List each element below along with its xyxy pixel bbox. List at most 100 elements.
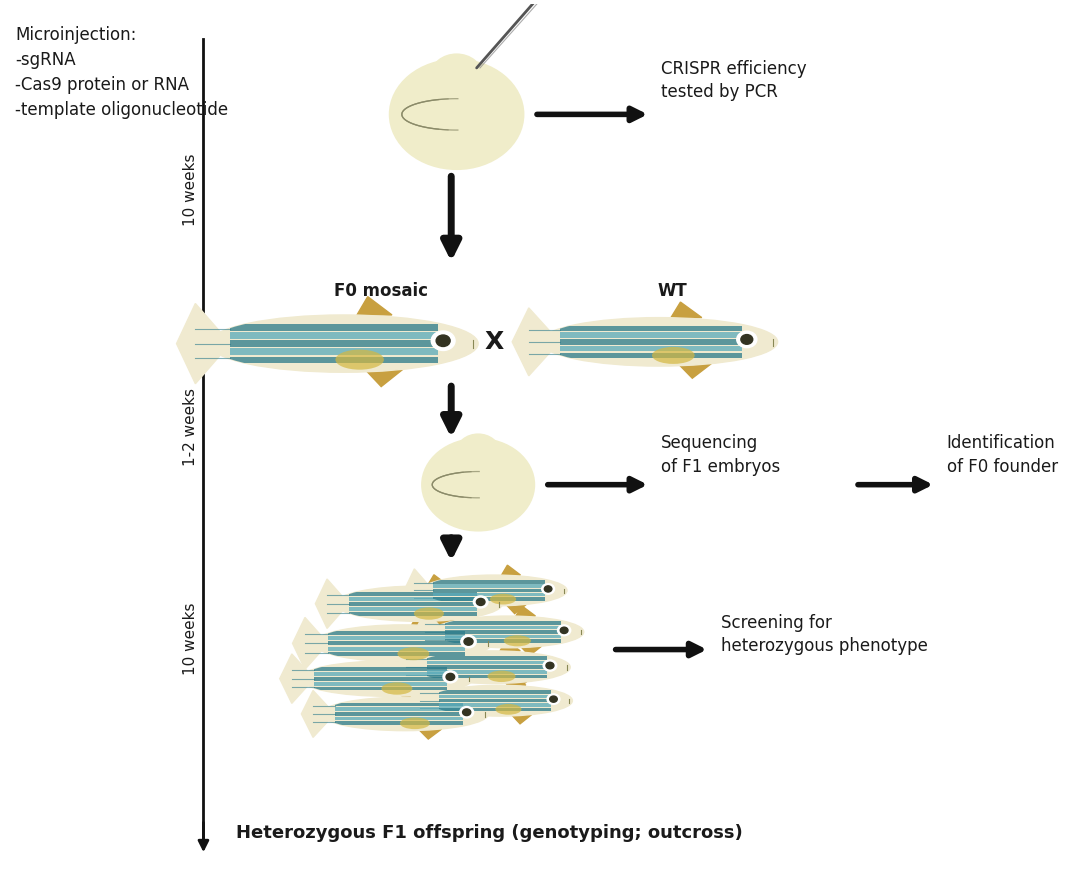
Circle shape	[464, 638, 473, 645]
Circle shape	[736, 331, 757, 348]
Bar	[439, 703, 551, 707]
Ellipse shape	[300, 661, 472, 696]
Text: CRISPR efficiency
tested by PCR: CRISPR efficiency tested by PCR	[661, 60, 807, 101]
Polygon shape	[671, 302, 702, 318]
Bar	[328, 651, 465, 656]
Bar	[328, 642, 465, 645]
Polygon shape	[409, 679, 439, 723]
Ellipse shape	[382, 683, 412, 695]
Bar	[560, 332, 742, 337]
Polygon shape	[400, 694, 424, 705]
Text: Microinjection:
-sgRNA
-Cas9 protein or RNA
-template oligonucleotide: Microinjection: -sgRNA -Cas9 protein or …	[15, 26, 228, 119]
Polygon shape	[301, 691, 335, 737]
Ellipse shape	[504, 635, 531, 646]
Bar	[445, 621, 561, 625]
Bar	[433, 580, 546, 584]
Bar	[328, 636, 465, 640]
Polygon shape	[417, 660, 442, 671]
Ellipse shape	[433, 616, 584, 648]
Bar	[230, 357, 437, 363]
Bar	[560, 339, 742, 344]
Bar	[433, 585, 546, 588]
Ellipse shape	[413, 607, 444, 619]
Bar	[349, 607, 478, 611]
Ellipse shape	[335, 350, 384, 369]
Bar	[230, 325, 437, 331]
Bar	[439, 691, 551, 693]
Ellipse shape	[397, 647, 430, 660]
Polygon shape	[512, 308, 560, 376]
Bar	[439, 708, 551, 711]
Polygon shape	[315, 579, 349, 628]
Circle shape	[436, 335, 451, 346]
Circle shape	[459, 707, 473, 718]
Polygon shape	[428, 575, 449, 587]
Ellipse shape	[208, 315, 478, 372]
Ellipse shape	[490, 594, 516, 604]
Bar	[230, 341, 437, 347]
Bar	[349, 611, 478, 616]
Ellipse shape	[322, 697, 489, 731]
Circle shape	[547, 694, 560, 704]
Bar	[427, 670, 547, 674]
Ellipse shape	[427, 685, 573, 716]
Bar	[335, 703, 464, 707]
Circle shape	[463, 708, 471, 716]
Circle shape	[477, 598, 485, 605]
Bar	[328, 631, 465, 635]
Polygon shape	[505, 682, 527, 692]
Bar	[314, 676, 447, 681]
Ellipse shape	[415, 651, 571, 684]
Circle shape	[443, 671, 458, 683]
Polygon shape	[432, 619, 456, 630]
Text: 1-2 weeks: 1-2 weeks	[183, 388, 199, 466]
Bar	[445, 639, 561, 643]
Polygon shape	[279, 654, 314, 703]
Text: Identification
of F0 founder: Identification of F0 founder	[947, 434, 1058, 476]
Text: 10 weeks: 10 weeks	[183, 603, 199, 676]
Bar	[445, 626, 561, 629]
Ellipse shape	[495, 704, 521, 715]
Polygon shape	[177, 303, 230, 384]
Ellipse shape	[541, 318, 778, 366]
Circle shape	[543, 660, 556, 671]
Bar	[335, 708, 464, 711]
Ellipse shape	[421, 575, 567, 606]
Polygon shape	[506, 604, 526, 613]
Ellipse shape	[400, 717, 430, 729]
Polygon shape	[365, 369, 403, 386]
Bar	[427, 675, 547, 678]
Bar	[439, 699, 551, 702]
Circle shape	[431, 54, 482, 96]
Circle shape	[446, 674, 455, 681]
Bar	[445, 630, 561, 634]
Polygon shape	[413, 686, 435, 697]
Text: F0 mosaic: F0 mosaic	[334, 282, 428, 300]
Bar	[427, 656, 547, 659]
Polygon shape	[292, 618, 328, 669]
Circle shape	[389, 60, 524, 169]
Circle shape	[431, 331, 455, 351]
Polygon shape	[516, 606, 536, 616]
Bar	[349, 592, 478, 595]
Polygon shape	[418, 729, 442, 739]
Text: WT: WT	[657, 282, 687, 300]
Bar	[560, 346, 742, 352]
Circle shape	[546, 662, 554, 668]
Polygon shape	[395, 650, 418, 661]
Ellipse shape	[488, 670, 516, 682]
Text: 10 weeks: 10 weeks	[183, 153, 199, 225]
Polygon shape	[500, 641, 520, 651]
Bar	[439, 695, 551, 698]
Ellipse shape	[652, 347, 695, 364]
Polygon shape	[395, 644, 427, 690]
Circle shape	[558, 625, 571, 635]
Text: X: X	[484, 330, 504, 354]
Ellipse shape	[335, 587, 502, 621]
Circle shape	[561, 627, 568, 634]
Circle shape	[457, 434, 500, 469]
Polygon shape	[679, 364, 711, 378]
Text: Sequencing
of F1 embryos: Sequencing of F1 embryos	[661, 434, 780, 476]
Bar	[314, 682, 447, 685]
Bar	[427, 660, 547, 665]
